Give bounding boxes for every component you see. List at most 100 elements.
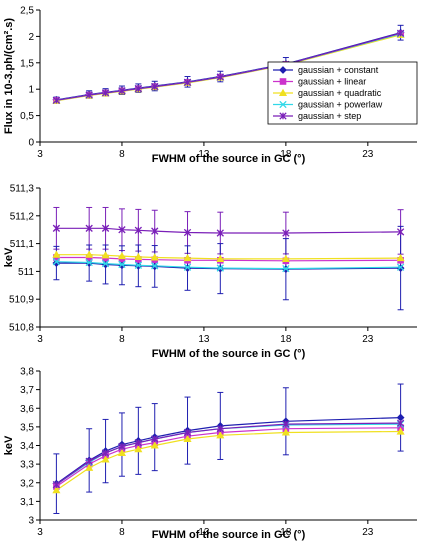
- y-tick-label: 3,6: [20, 404, 34, 415]
- y-tick-label: 510,9: [9, 295, 34, 306]
- series-line-5: [56, 422, 401, 486]
- data-point-series-5: [183, 428, 192, 437]
- legend-label: gaussian + constant: [298, 65, 379, 75]
- data-point-series-3: [117, 251, 127, 260]
- data-point-series-5: [118, 226, 126, 234]
- series-line-5: [56, 32, 401, 101]
- data-point-series-3: [101, 251, 110, 259]
- data-point-series-5: [52, 96, 61, 104]
- x-tick-label: 13: [198, 527, 210, 538]
- y-tick-label: 3,1: [20, 497, 34, 508]
- data-point-series-3: [52, 485, 61, 494]
- x-tick-label: 3: [37, 334, 43, 345]
- x-tick-label: 8: [119, 334, 125, 345]
- x-tick-label: 8: [119, 527, 125, 538]
- x-tick-label: 23: [362, 149, 374, 160]
- y-tick-label: 511,1: [10, 239, 35, 250]
- data-point-series-4: [183, 263, 192, 271]
- data-point-series-4: [101, 259, 110, 268]
- x-tick-label: 23: [362, 527, 374, 538]
- chart-panel-3: 3 3,1 3,2 3,3 3,4 3,5 3,6 3,7 3,8 3 8 13 18 23 FWHM of…: [3, 367, 417, 541]
- series-line-3: [56, 254, 401, 260]
- legend-marker: [279, 78, 287, 85]
- data-point-series-1: [396, 413, 405, 422]
- legend-marker: [279, 66, 287, 74]
- series-line-1: [56, 417, 401, 485]
- y-tick-label: 511: [18, 267, 34, 278]
- y-axis-label: keV: [3, 247, 15, 267]
- data-point-series-4: [282, 264, 290, 273]
- data-point-series-3: [183, 253, 192, 262]
- chart-panel-2: 510,8 510,9 511 511,1 511,2 511,3 3 8 13 18 23 FWHM…: [3, 184, 417, 360]
- data-point-series-5: [134, 439, 143, 447]
- y-tick-label: 511,2: [10, 211, 35, 222]
- x-tick-label: 3: [37, 527, 43, 538]
- x-tick-label: 13: [198, 334, 210, 345]
- data-point-series-4: [134, 261, 143, 269]
- data-point-series-3: [281, 428, 290, 436]
- data-point-series-3: [150, 441, 159, 449]
- data-point-series-4: [52, 258, 61, 266]
- data-point-series-3: [150, 253, 159, 261]
- data-point-series-3: [101, 455, 110, 463]
- data-point-series-4: [151, 262, 159, 270]
- x-tick-label: 3: [37, 149, 43, 160]
- series-line-2: [56, 256, 401, 262]
- data-point-series-3: [396, 253, 405, 262]
- y-tick-label: 1: [28, 85, 34, 96]
- x-tick-label: 13: [198, 149, 210, 160]
- y-tick-label: 0,5: [20, 111, 34, 122]
- y-tick-label: 510,8: [9, 323, 34, 334]
- data-point-series-4: [216, 264, 224, 272]
- x-tick-label: 18: [280, 527, 292, 538]
- series-line-5: [56, 227, 401, 234]
- data-point-series-5: [85, 457, 93, 465]
- y-tick-label: 0: [28, 138, 34, 149]
- data-point-series-3: [216, 254, 225, 262]
- data-point-series-3: [85, 463, 94, 471]
- y-tick-label: 3,5: [20, 422, 34, 433]
- data-point-series-5: [101, 449, 110, 457]
- data-point-series-5: [101, 89, 110, 97]
- data-point-series-5: [216, 229, 224, 237]
- chart-panel-1: 0 0,5 1 1,5 2 2,5 3 8 13 18 23 FWHM of the source i…: [3, 6, 418, 165]
- data-point-series-3: [52, 250, 61, 258]
- data-point-series-5: [216, 425, 224, 433]
- data-point-series-5: [151, 227, 159, 235]
- data-point-series-4: [118, 260, 126, 269]
- x-axis-label: FWHM of the source in GC (°): [152, 529, 306, 541]
- data-point-series-3: [134, 252, 143, 261]
- y-axis-label: Flux in 10-3.ph/(cm².s): [3, 18, 15, 134]
- y-tick-label: 3,8: [20, 367, 34, 378]
- data-point-series-5: [52, 224, 61, 232]
- data-point-series-3: [85, 250, 94, 258]
- data-point-series-5: [216, 73, 224, 81]
- series-line-2: [56, 427, 401, 487]
- data-point-series-3: [396, 427, 405, 435]
- y-tick-label: 3,2: [20, 478, 34, 489]
- x-axis-label: FWHM of the source in GC (°): [152, 348, 306, 360]
- x-tick-label: 23: [362, 334, 374, 345]
- y-tick-label: 3,3: [20, 460, 34, 471]
- y-tick-label: 2,5: [20, 6, 34, 17]
- data-point-series-5: [118, 87, 126, 95]
- y-tick-label: 3,4: [20, 441, 34, 452]
- data-point-series-5: [134, 85, 143, 93]
- y-axis-label: keV: [3, 435, 15, 455]
- y-tick-label: 511,3: [10, 184, 35, 195]
- series-line-4: [56, 261, 401, 270]
- data-point-series-3: [134, 444, 143, 453]
- data-point-series-5: [52, 480, 61, 489]
- data-point-series-5: [396, 228, 405, 236]
- data-point-series-5: [101, 224, 110, 232]
- legend-marker: [278, 88, 288, 97]
- data-point-series-5: [282, 229, 290, 237]
- data-point-series-5: [118, 442, 126, 451]
- data-point-series-3: [216, 431, 225, 439]
- y-tick-label: 3,7: [20, 385, 34, 396]
- data-point-series-3: [117, 448, 127, 457]
- data-point-series-5: [282, 420, 290, 428]
- data-point-series-5: [183, 78, 192, 86]
